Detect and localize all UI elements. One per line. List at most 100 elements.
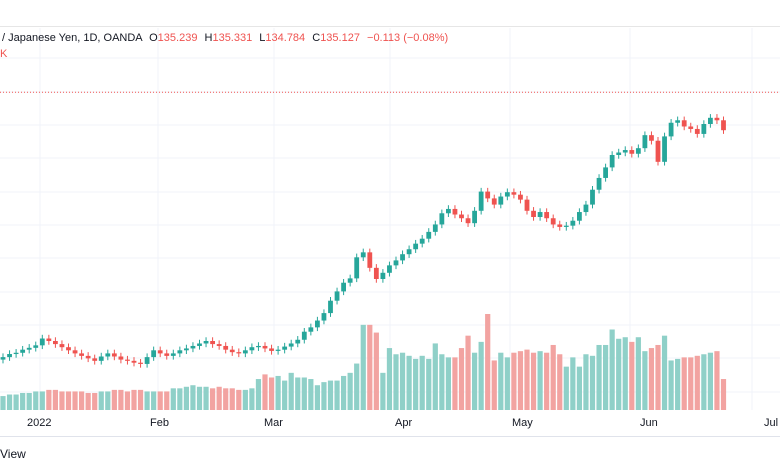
candlesticks (0, 114, 726, 368)
candle-body (662, 136, 667, 162)
candle-body (295, 339, 301, 344)
volume-bar (282, 380, 288, 410)
volume-bar (616, 338, 622, 410)
candle-body (446, 208, 451, 214)
candle-body (118, 356, 124, 360)
candle-body (708, 117, 713, 124)
volume-bar (262, 374, 268, 410)
volume-bar (85, 392, 91, 410)
volume-bar (170, 388, 176, 410)
volume-bar (655, 344, 661, 410)
candle-body (563, 225, 569, 227)
volume-bar (380, 372, 386, 410)
volume-bar (98, 391, 104, 410)
candle-body (400, 254, 405, 261)
volume-bar (301, 377, 307, 410)
volume-bar (720, 379, 727, 410)
candle-body (465, 218, 471, 224)
volume-bar (583, 354, 589, 410)
candle-body (373, 267, 379, 279)
volume-bar (203, 386, 209, 410)
volume-bar (373, 332, 379, 410)
candle-body (184, 348, 189, 351)
volume-bar (347, 372, 353, 410)
volume-bar (413, 358, 419, 410)
candle-body (635, 148, 641, 154)
volume-bar (314, 385, 320, 410)
volume-bar (419, 355, 425, 410)
volume-bar (367, 324, 373, 410)
volume-bar (268, 377, 275, 410)
volume-bar (6, 394, 13, 410)
candle-body (131, 360, 137, 363)
candle-body (33, 345, 39, 348)
candle-body (354, 257, 360, 279)
low-label: L (259, 32, 266, 44)
volume-bar (275, 375, 281, 410)
volume-bar (661, 335, 668, 410)
volume-bar (707, 352, 713, 410)
change-value: −0.113 (−0.08%) (367, 32, 449, 44)
candle-body (256, 345, 261, 348)
volume-bar (39, 391, 45, 410)
volume-bar (92, 392, 98, 410)
chart-grid (0, 28, 780, 410)
volume-bar (681, 357, 687, 410)
x-tick-label: Jun (640, 417, 658, 429)
candle-body (85, 355, 91, 359)
view-link[interactable]: View (0, 447, 26, 461)
volume-bar (118, 389, 124, 410)
volume-bar (65, 391, 72, 410)
candle-body (315, 320, 320, 328)
candle-body (380, 272, 386, 279)
symbol-name: / Japanese Yen, 1D, OANDA (2, 32, 143, 44)
candle-body (125, 359, 130, 361)
volume-bar (458, 348, 465, 410)
candle-body (694, 128, 700, 134)
candle-body (675, 120, 681, 123)
volume-bar (26, 392, 32, 410)
volume-bar (629, 341, 635, 410)
candle-body (531, 210, 536, 217)
volume-bar (144, 391, 150, 410)
candle-body (216, 344, 222, 346)
candle-body (282, 346, 288, 350)
candle-body (393, 260, 399, 266)
high-value: 135.331 (212, 32, 253, 44)
volume-bar (675, 358, 681, 410)
candle-body (242, 350, 248, 354)
volume-bar (465, 335, 471, 410)
x-tick-label: Feb (150, 417, 169, 429)
price-chart[interactable] (0, 0, 780, 436)
volume-bar (406, 355, 412, 410)
candle-body (524, 199, 530, 211)
volume-bar (701, 354, 707, 410)
candle-body (649, 135, 654, 141)
volume-bar (111, 389, 117, 410)
volume-bar (354, 363, 360, 410)
volume-bar (452, 357, 458, 410)
candle-body (138, 362, 143, 364)
candle-body (642, 135, 648, 149)
volume-bar (714, 351, 720, 410)
candle-body (157, 350, 163, 354)
volume-bar (295, 377, 301, 410)
candle-body (13, 352, 19, 355)
volume-bar (688, 357, 694, 410)
volume-bar (393, 354, 399, 410)
volume-bar (589, 355, 596, 410)
volume-bar (550, 344, 556, 410)
volume-bar (426, 358, 432, 410)
high-label: H (204, 32, 213, 44)
candle-body (223, 345, 229, 350)
close-value: 135.127 (320, 32, 360, 44)
candle-body (328, 300, 333, 314)
volume-bar (59, 391, 65, 410)
candle-body (203, 341, 209, 344)
candle-body (577, 212, 582, 221)
candle-body (655, 140, 661, 162)
volume-bar (0, 396, 6, 410)
candle-body (439, 213, 445, 225)
volume-bar (210, 388, 216, 410)
candle-body (616, 152, 622, 155)
